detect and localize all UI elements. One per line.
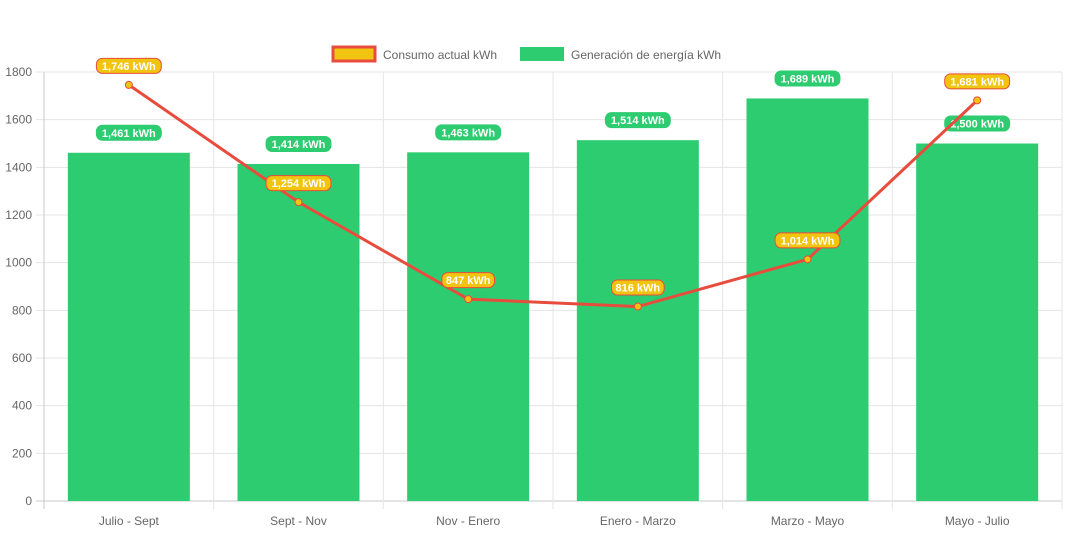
x-tick-label: Marzo - Mayo	[771, 514, 845, 528]
bar-data-label-bg	[265, 135, 332, 152]
line-point	[464, 295, 473, 304]
y-tick-label: 1200	[5, 208, 32, 222]
bar-data-label: 1,463 kWh	[441, 127, 495, 139]
y-tick-label: 1600	[5, 113, 32, 127]
line-data-label-bg	[441, 272, 496, 289]
x-tick-label: Enero - Marzo	[600, 514, 676, 528]
bar	[67, 152, 190, 502]
legend-swatch-generacion	[520, 47, 564, 61]
bar-data-label-bg	[604, 112, 671, 129]
y-tick-label: 400	[12, 399, 32, 413]
line-data-label: 1,254 kWh	[272, 178, 326, 190]
bar	[237, 163, 360, 501]
bar-data-label: 1,461 kWh	[102, 128, 156, 140]
line-data-label: 1,746 kWh	[102, 61, 156, 73]
line-point	[803, 255, 812, 264]
line-point	[973, 96, 982, 105]
line-point	[294, 198, 303, 207]
legend-label-consumo: Consumo actual kWh	[383, 48, 497, 62]
line-data-label: 1,681 kWh	[950, 76, 1004, 88]
line-data-label-bg	[265, 175, 332, 192]
line-data-label-bg	[95, 57, 162, 74]
y-tick-label: 200	[12, 446, 32, 460]
line-point	[124, 80, 133, 89]
line-data-label-bg	[774, 232, 841, 249]
line-data-label: 847 kWh	[446, 275, 491, 287]
legend-swatch-consumo	[331, 45, 377, 63]
line-point	[633, 302, 642, 311]
bar-data-label: 1,514 kWh	[611, 115, 665, 127]
bar-data-label: 1,689 kWh	[781, 73, 835, 85]
bar	[407, 152, 530, 501]
bar-data-label-bg	[435, 124, 502, 141]
bar	[746, 98, 869, 501]
bar-data-label: 1,414 kWh	[272, 139, 326, 151]
line-data-label: 816 kWh	[616, 283, 661, 295]
y-tick-label: 1000	[5, 256, 32, 270]
y-tick-label: 600	[12, 351, 32, 365]
x-tick-label: Sept - Nov	[270, 514, 327, 528]
x-tick-label: Mayo - Julio	[945, 514, 1010, 528]
x-tick-label: Julio - Sept	[99, 514, 160, 528]
y-tick-label: 800	[12, 303, 32, 317]
x-tick-label: Nov - Enero	[436, 514, 500, 528]
line-data-label-bg	[944, 73, 1011, 90]
y-tick-label: 1400	[5, 160, 32, 174]
line-data-label: 1,014 kWh	[781, 235, 835, 247]
legend-label-generacion: Generación de energía kWh	[571, 48, 721, 62]
y-tick-label: 0	[25, 494, 32, 508]
bar-data-label: 1,500 kWh	[950, 119, 1004, 131]
bar-data-label-bg	[774, 70, 841, 87]
bar-data-label-bg	[95, 124, 162, 141]
bar	[576, 140, 699, 501]
bar-data-label-bg	[944, 115, 1011, 132]
line-data-label-bg	[610, 279, 665, 296]
y-tick-label: 1800	[5, 65, 32, 79]
bar	[916, 143, 1039, 501]
